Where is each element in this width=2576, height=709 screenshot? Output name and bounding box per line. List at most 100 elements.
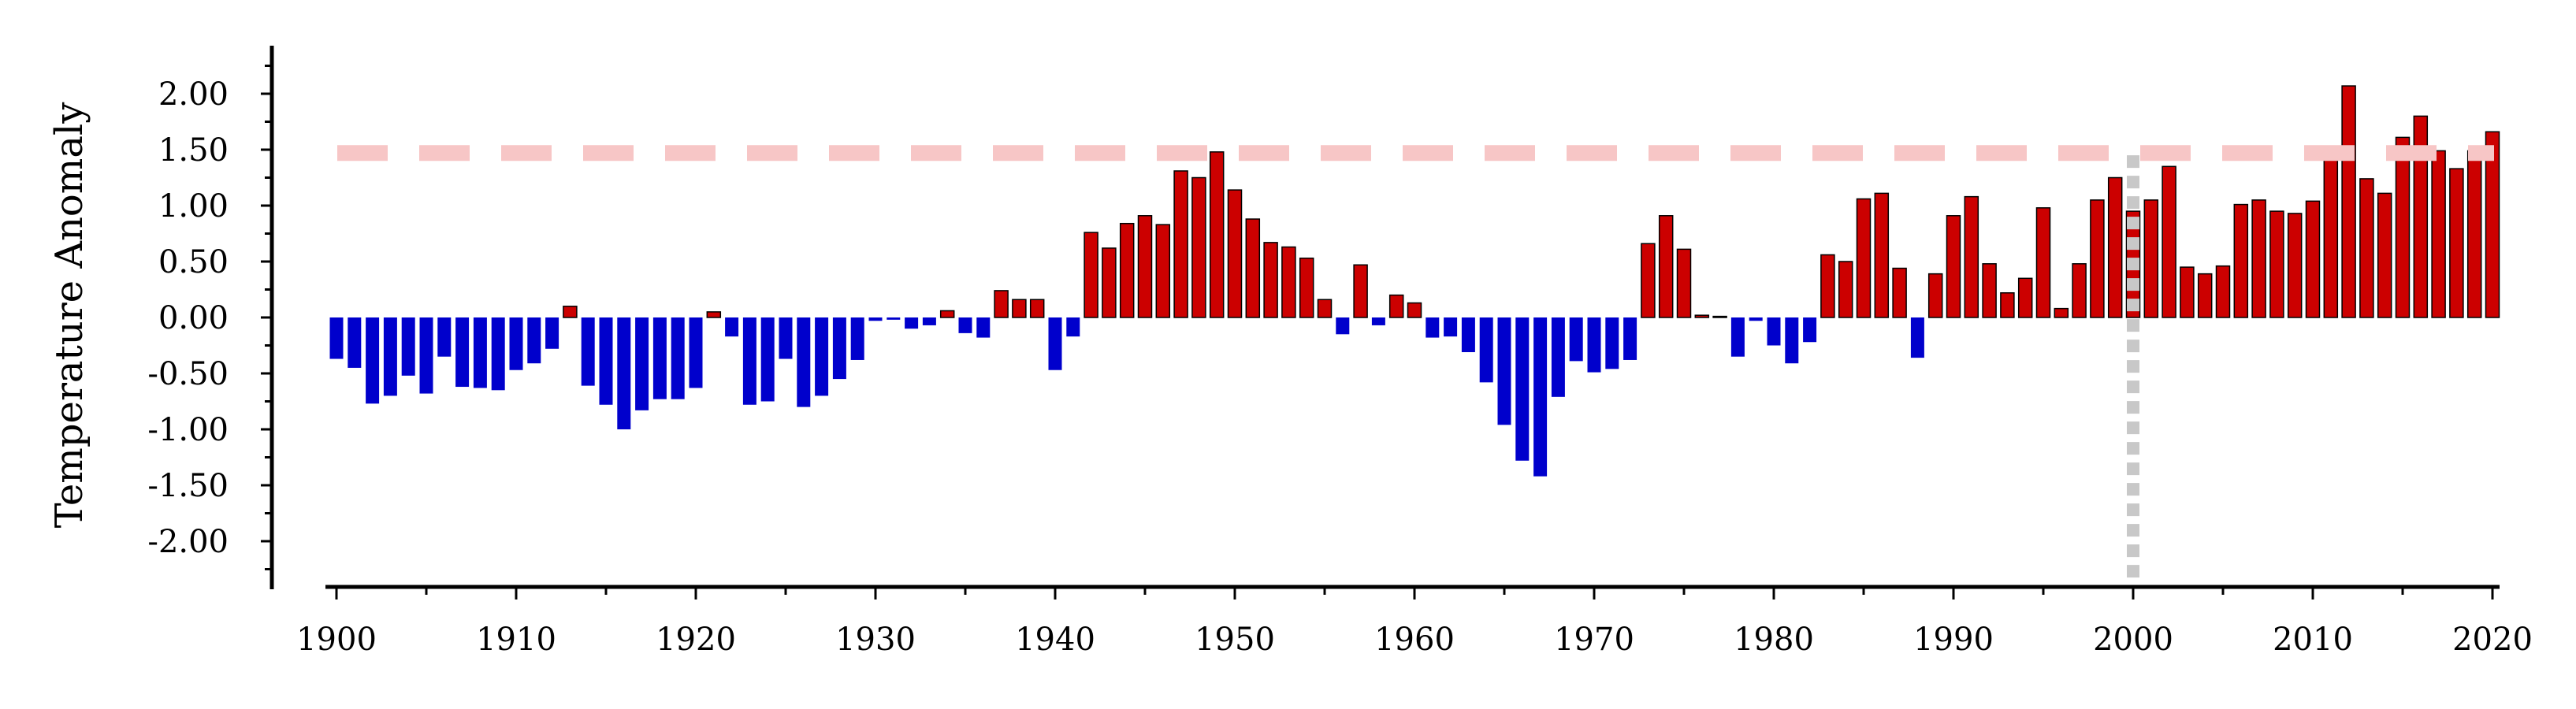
bar-1926 bbox=[797, 317, 811, 407]
bar-1907 bbox=[455, 317, 470, 388]
x-tick-label: 1910 bbox=[476, 622, 556, 658]
bar-1950 bbox=[1227, 189, 1243, 318]
bar-1911 bbox=[527, 317, 541, 364]
bar-1970 bbox=[1587, 317, 1601, 373]
bar-1956 bbox=[1336, 317, 1350, 335]
bar-2010 bbox=[2305, 200, 2321, 318]
bar-1914 bbox=[581, 317, 595, 386]
bar-1946 bbox=[1155, 224, 1171, 318]
bar-1973 bbox=[1641, 243, 1656, 318]
reference-lines bbox=[337, 145, 2494, 579]
bar-1999 bbox=[2107, 176, 2123, 318]
bar-2019 bbox=[2466, 150, 2482, 318]
bar-2014 bbox=[2377, 192, 2392, 318]
x-tick-label: 2020 bbox=[2452, 622, 2533, 658]
bar-1958 bbox=[1371, 317, 1385, 325]
bar-1952 bbox=[1263, 242, 1278, 318]
bar-1929 bbox=[850, 317, 864, 360]
bar-1908 bbox=[473, 317, 487, 388]
x-tick-label: 1990 bbox=[1913, 622, 1994, 658]
y-tick-label: 1.50 bbox=[158, 132, 229, 169]
bar-1975 bbox=[1676, 248, 1692, 318]
x-tick-label: 2010 bbox=[2273, 622, 2353, 658]
bar-1982 bbox=[1803, 317, 1817, 343]
bar-1943 bbox=[1102, 247, 1117, 318]
x-tick-label: 1920 bbox=[656, 622, 736, 658]
bar-2008 bbox=[2269, 210, 2284, 318]
bar-1980 bbox=[1767, 317, 1781, 346]
bar-1983 bbox=[1820, 254, 1835, 318]
bar-1928 bbox=[832, 317, 846, 380]
bar-1990 bbox=[1946, 215, 1961, 318]
bar-2017 bbox=[2431, 150, 2446, 318]
bar-2005 bbox=[2215, 265, 2231, 318]
bar-1984 bbox=[1838, 261, 1853, 318]
y-tick-label: 1.00 bbox=[158, 188, 229, 225]
bar-1959 bbox=[1388, 294, 1404, 318]
bar-1988 bbox=[1910, 317, 1924, 358]
bar-1960 bbox=[1407, 302, 1422, 318]
bar-1922 bbox=[725, 317, 739, 337]
bar-1949 bbox=[1209, 151, 1225, 318]
bar-2009 bbox=[2287, 213, 2303, 318]
bar-1987 bbox=[1892, 267, 1907, 318]
bar-1997 bbox=[2072, 263, 2087, 318]
bar-1902 bbox=[366, 317, 380, 404]
bar-1921 bbox=[706, 311, 722, 318]
bar-2006 bbox=[2233, 203, 2249, 318]
bar-1981 bbox=[1785, 317, 1799, 364]
y-tick-label: -1.00 bbox=[147, 412, 229, 448]
bar-2002 bbox=[2162, 165, 2176, 318]
bar-1985 bbox=[1856, 198, 1872, 318]
bar-1915 bbox=[599, 317, 613, 405]
bar-1940 bbox=[1048, 317, 1062, 370]
bar-2007 bbox=[2251, 199, 2266, 318]
bar-1936 bbox=[976, 317, 991, 338]
bar-1971 bbox=[1605, 317, 1619, 369]
bar-1938 bbox=[1012, 299, 1027, 318]
y-axis-label: Temperature Anomaly bbox=[47, 102, 91, 529]
bar-1972 bbox=[1623, 317, 1637, 360]
bar-1993 bbox=[2000, 292, 2015, 318]
bar-1964 bbox=[1479, 317, 1493, 383]
y-tick-label: 0.50 bbox=[158, 244, 229, 280]
y-tick-label: 0.00 bbox=[158, 300, 229, 336]
bar-1967 bbox=[1533, 317, 1548, 477]
bar-1962 bbox=[1444, 317, 1458, 337]
bar-1948 bbox=[1191, 176, 1206, 318]
bar-1925 bbox=[779, 317, 793, 359]
bar-1901 bbox=[348, 317, 362, 368]
x-tick-label: 1900 bbox=[296, 622, 377, 658]
x-tick-label: 1980 bbox=[1734, 622, 1814, 658]
x-tick-label: 2000 bbox=[2093, 622, 2173, 658]
bar-1989 bbox=[1927, 273, 1943, 318]
bar-2004 bbox=[2197, 273, 2213, 318]
bar-1918 bbox=[652, 317, 667, 399]
bar-1957 bbox=[1353, 264, 1368, 318]
bar-1923 bbox=[742, 317, 756, 405]
bar-1906 bbox=[437, 317, 452, 357]
bar-1945 bbox=[1137, 215, 1153, 318]
bar-1995 bbox=[2035, 207, 2051, 318]
bar-2015 bbox=[2395, 136, 2411, 318]
bar-1919 bbox=[671, 317, 685, 399]
bar-1966 bbox=[1515, 317, 1530, 461]
bar-1947 bbox=[1173, 170, 1188, 318]
bar-1996 bbox=[2054, 307, 2069, 318]
bar-1927 bbox=[815, 317, 829, 396]
bar-1968 bbox=[1551, 317, 1565, 397]
bar-1933 bbox=[922, 317, 936, 325]
bar-1904 bbox=[401, 317, 415, 376]
bar-1932 bbox=[905, 317, 919, 329]
bar-1917 bbox=[635, 317, 649, 410]
bar-2016 bbox=[2413, 115, 2429, 318]
bar-1976 bbox=[1694, 314, 1710, 318]
bar-1954 bbox=[1299, 257, 1314, 318]
bar-1934 bbox=[939, 310, 955, 318]
bar-1905 bbox=[419, 317, 433, 394]
bar-1951 bbox=[1245, 218, 1261, 318]
bar-2012 bbox=[2341, 85, 2356, 318]
bar-1986 bbox=[1874, 192, 1890, 318]
bar-1979 bbox=[1749, 317, 1763, 321]
bar-1991 bbox=[1964, 195, 1979, 318]
